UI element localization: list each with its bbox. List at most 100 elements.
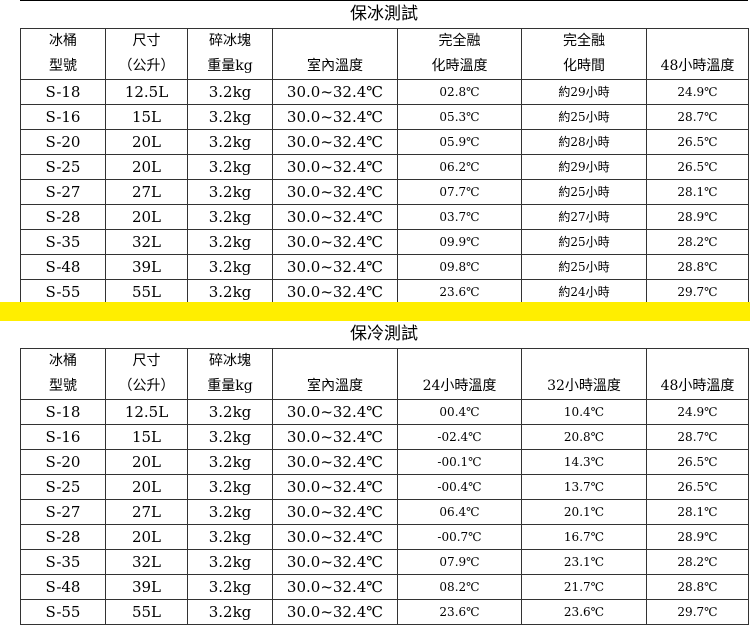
divider-band: [0, 302, 750, 321]
header-line: 尺寸: [132, 33, 161, 49]
table-cell: S-16: [20, 104, 106, 130]
table-cell: 23.6℃: [397, 279, 522, 305]
table-cell: 06.2℃: [397, 154, 522, 180]
table-cell: 30.0~32.4℃: [272, 79, 398, 105]
header-line: 室內溫度: [307, 58, 363, 74]
table-cell: 3.2kg: [187, 524, 273, 550]
header-line: 化時溫度: [431, 58, 488, 74]
table-cell: 26.5℃: [646, 154, 749, 180]
table-cell: 16.7℃: [521, 524, 647, 550]
table-cell: 3.2kg: [187, 104, 273, 130]
table-cell: S-20: [20, 129, 106, 155]
table-cell: 30.0~32.4℃: [272, 499, 398, 525]
table-cell: 07.9℃: [397, 549, 522, 575]
table-cell: 約25小時: [521, 229, 647, 255]
table-cell: 24.9℃: [646, 399, 749, 425]
header-line: 24小時溫度: [422, 378, 497, 394]
table-row: S-28 20L 3.2kg 30.0~32.4℃ -00.7℃ 16.7℃ 28.9℃: [20, 524, 749, 550]
table-cell: 3.2kg: [187, 204, 273, 230]
table-cell: 26.5℃: [646, 474, 749, 500]
table-cell: 30.0~32.4℃: [272, 279, 398, 305]
table-cell: -00.4℃: [397, 474, 522, 500]
table-cell: 26.5℃: [646, 129, 749, 155]
table-cell: 39L: [105, 574, 188, 600]
table-cell: S-35: [20, 229, 106, 255]
header-line: [648, 350, 748, 375]
column-header: 冰桶 型號: [20, 28, 106, 80]
table-cell: 21.7℃: [521, 574, 647, 600]
table-cell: 約28小時: [521, 129, 647, 155]
table-cell: 20.8℃: [521, 424, 647, 450]
table-cell: 20L: [105, 449, 188, 475]
column-header: 碎冰塊 重量kg: [187, 348, 273, 400]
table-cell: 12.5L: [105, 399, 188, 425]
table-cell: 30.0~32.4℃: [272, 599, 398, 625]
table-cell: 3.2kg: [187, 254, 273, 280]
table-cell: 20.1℃: [521, 499, 647, 525]
header-line: 室內溫度: [307, 378, 363, 394]
header-line: [399, 350, 521, 375]
header-line: 型號: [49, 58, 77, 74]
table-row: S-35 32L 3.2kg 30.0~32.4℃ 09.9℃ 約25小時 28.2℃: [20, 229, 749, 255]
table-cell: 32L: [105, 229, 188, 255]
table-cell: S-28: [20, 524, 106, 550]
table-cell: 30.0~32.4℃: [272, 179, 398, 205]
table-row: S-48 39L 3.2kg 30.0~32.4℃ 08.2℃ 21.7℃ 28.8℃: [20, 574, 749, 600]
cold-test-table: 冰桶 型號 尺寸 （公升） 碎冰塊 重量kg 室內溫度 24小時溫度 32小時溫度 48小時溫度 S…: [20, 348, 749, 625]
table-cell: 3.2kg: [187, 179, 273, 205]
table-cell: 3.2kg: [187, 424, 273, 450]
header-line: 冰桶: [49, 33, 77, 49]
header-row: 冰桶 型號 尺寸 （公升） 碎冰塊 重量kg 室內溫度 完全融 化時溫度 完全融 化時間 48小時溫度: [20, 28, 749, 80]
table-cell: 約25小時: [521, 254, 647, 280]
table-row: S-48 39L 3.2kg 30.0~32.4℃ 09.8℃ 約25小時 28.8℃: [20, 254, 749, 280]
table-cell: S-25: [20, 154, 106, 180]
header-row: 冰桶 型號 尺寸 （公升） 碎冰塊 重量kg 室內溫度 24小時溫度 32小時溫度 48小時溫度: [20, 348, 749, 400]
table-cell: -02.4℃: [397, 424, 522, 450]
table-cell: 15L: [105, 104, 188, 130]
table-row: S-55 55L 3.2kg 30.0~32.4℃ 23.6℃ 23.6℃ 29.7℃: [20, 599, 749, 625]
table-cell: 3.2kg: [187, 474, 273, 500]
table-cell: 06.4℃: [397, 499, 522, 525]
table-cell: 28.7℃: [646, 104, 749, 130]
table-cell: 30.0~32.4℃: [272, 104, 398, 130]
table-cell: 20L: [105, 129, 188, 155]
header-line: 化時間: [563, 58, 605, 74]
table-cell: 3.2kg: [187, 129, 273, 155]
column-header: 室內溫度: [272, 28, 398, 80]
section-title: 保冷測試: [350, 324, 418, 344]
header-line: 尺寸: [132, 353, 161, 369]
table-row: S-20 20L 3.2kg 30.0~32.4℃ -00.1℃ 14.3℃ 26.5℃: [20, 449, 749, 475]
table-cell: 20L: [105, 524, 188, 550]
ice-test-table: 冰桶 型號 尺寸 （公升） 碎冰塊 重量kg 室內溫度 完全融 化時溫度 完全融 化時間 48小時溫度…: [20, 28, 749, 305]
header-line: 32小時溫度: [547, 378, 621, 394]
column-header: 室內溫度: [272, 348, 398, 400]
table-cell: S-48: [20, 254, 106, 280]
table-cell: S-18: [20, 399, 106, 425]
table-cell: S-28: [20, 204, 106, 230]
header-line: [274, 350, 397, 375]
table-cell: S-35: [20, 549, 106, 575]
table-cell: 02.8℃: [397, 79, 522, 105]
table-cell: 30.0~32.4℃: [272, 574, 398, 600]
table-cell: 00.4℃: [397, 399, 522, 425]
table-cell: 26.5℃: [646, 449, 749, 475]
table-row: S-35 32L 3.2kg 30.0~32.4℃ 07.9℃ 23.1℃ 28.2℃: [20, 549, 749, 575]
table-cell: 29.7℃: [646, 279, 749, 305]
column-header: 碎冰塊 重量kg: [187, 28, 273, 80]
header-line: 完全融: [438, 33, 481, 49]
column-header: 冰桶 型號: [20, 348, 106, 400]
column-header: 24小時溫度: [397, 348, 522, 400]
table-cell: 13.7℃: [521, 474, 647, 500]
table-cell: 3.2kg: [187, 449, 273, 475]
table-row: S-16 15L 3.2kg 30.0~32.4℃ 05.3℃ 約25小時 28.7℃: [20, 104, 749, 130]
table-cell: 3.2kg: [187, 79, 273, 105]
table-cell: 30.0~32.4℃: [272, 129, 398, 155]
column-header: 完全融 化時間: [521, 28, 647, 80]
table-cell: 32L: [105, 549, 188, 575]
table-cell: 05.9℃: [397, 129, 522, 155]
table-row: S-28 20L 3.2kg 30.0~32.4℃ 03.7℃ 約27小時 28.9℃: [20, 204, 749, 230]
table-cell: 20L: [105, 204, 188, 230]
table-cell: 約24小時: [521, 279, 647, 305]
table-cell: 28.9℃: [646, 204, 749, 230]
column-header: 32小時溫度: [521, 348, 647, 400]
